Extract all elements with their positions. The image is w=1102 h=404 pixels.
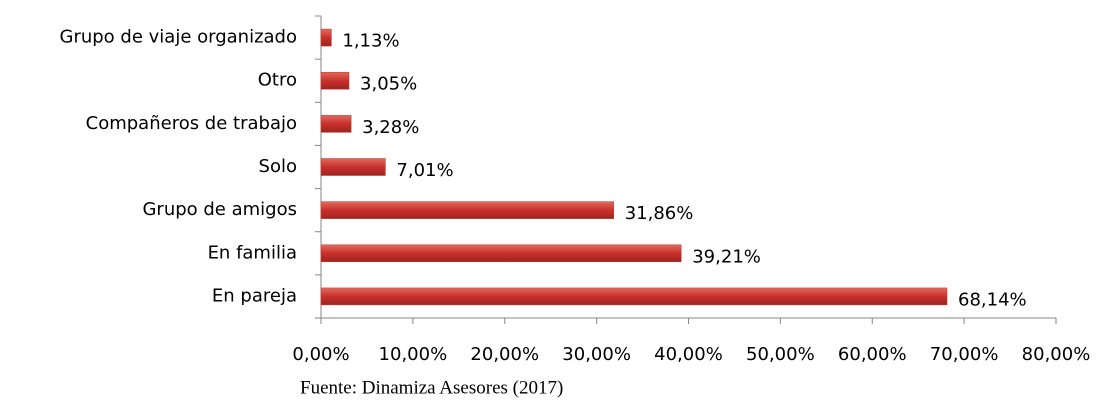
x-tick-label: 50,00% [746, 344, 815, 365]
y-tick-label: Solo [259, 156, 297, 177]
y-tick-label: En familia [208, 242, 297, 263]
data-label: 3,28% [362, 117, 419, 138]
data-label: 7,01% [396, 160, 453, 181]
data-label: 39,21% [692, 246, 761, 267]
x-tick-label: 80,00% [1022, 344, 1091, 365]
data-label: 3,05% [360, 74, 417, 95]
bar [320, 287, 948, 306]
x-tick-label: 30,00% [562, 344, 631, 365]
y-tick-label: Grupo de viaje organizado [60, 27, 298, 48]
bar [320, 244, 682, 263]
y-tick-label: Otro [258, 70, 297, 91]
x-tick-label: 60,00% [838, 344, 907, 365]
x-tick-label: 70,00% [930, 344, 999, 365]
data-label: 1,13% [342, 31, 399, 52]
bar [320, 28, 332, 47]
data-label: 68,14% [958, 289, 1027, 310]
bar [320, 115, 352, 133]
source-note: Fuente: Dinamiza Asesores (2017) [300, 377, 563, 398]
data-label: 31,86% [625, 203, 694, 224]
bar [320, 201, 614, 219]
x-tick-label: 10,00% [379, 344, 448, 365]
bar [320, 158, 386, 176]
x-tick-label: 20,00% [470, 344, 539, 365]
y-tick-label: Compañeros de trabajo [86, 113, 297, 134]
bar [320, 71, 350, 90]
y-tick-label: En pareja [212, 285, 297, 306]
y-tick-label: Grupo de amigos [142, 199, 297, 220]
x-tick-label: 0,00% [292, 344, 349, 365]
x-tick-label: 40,00% [654, 344, 723, 365]
